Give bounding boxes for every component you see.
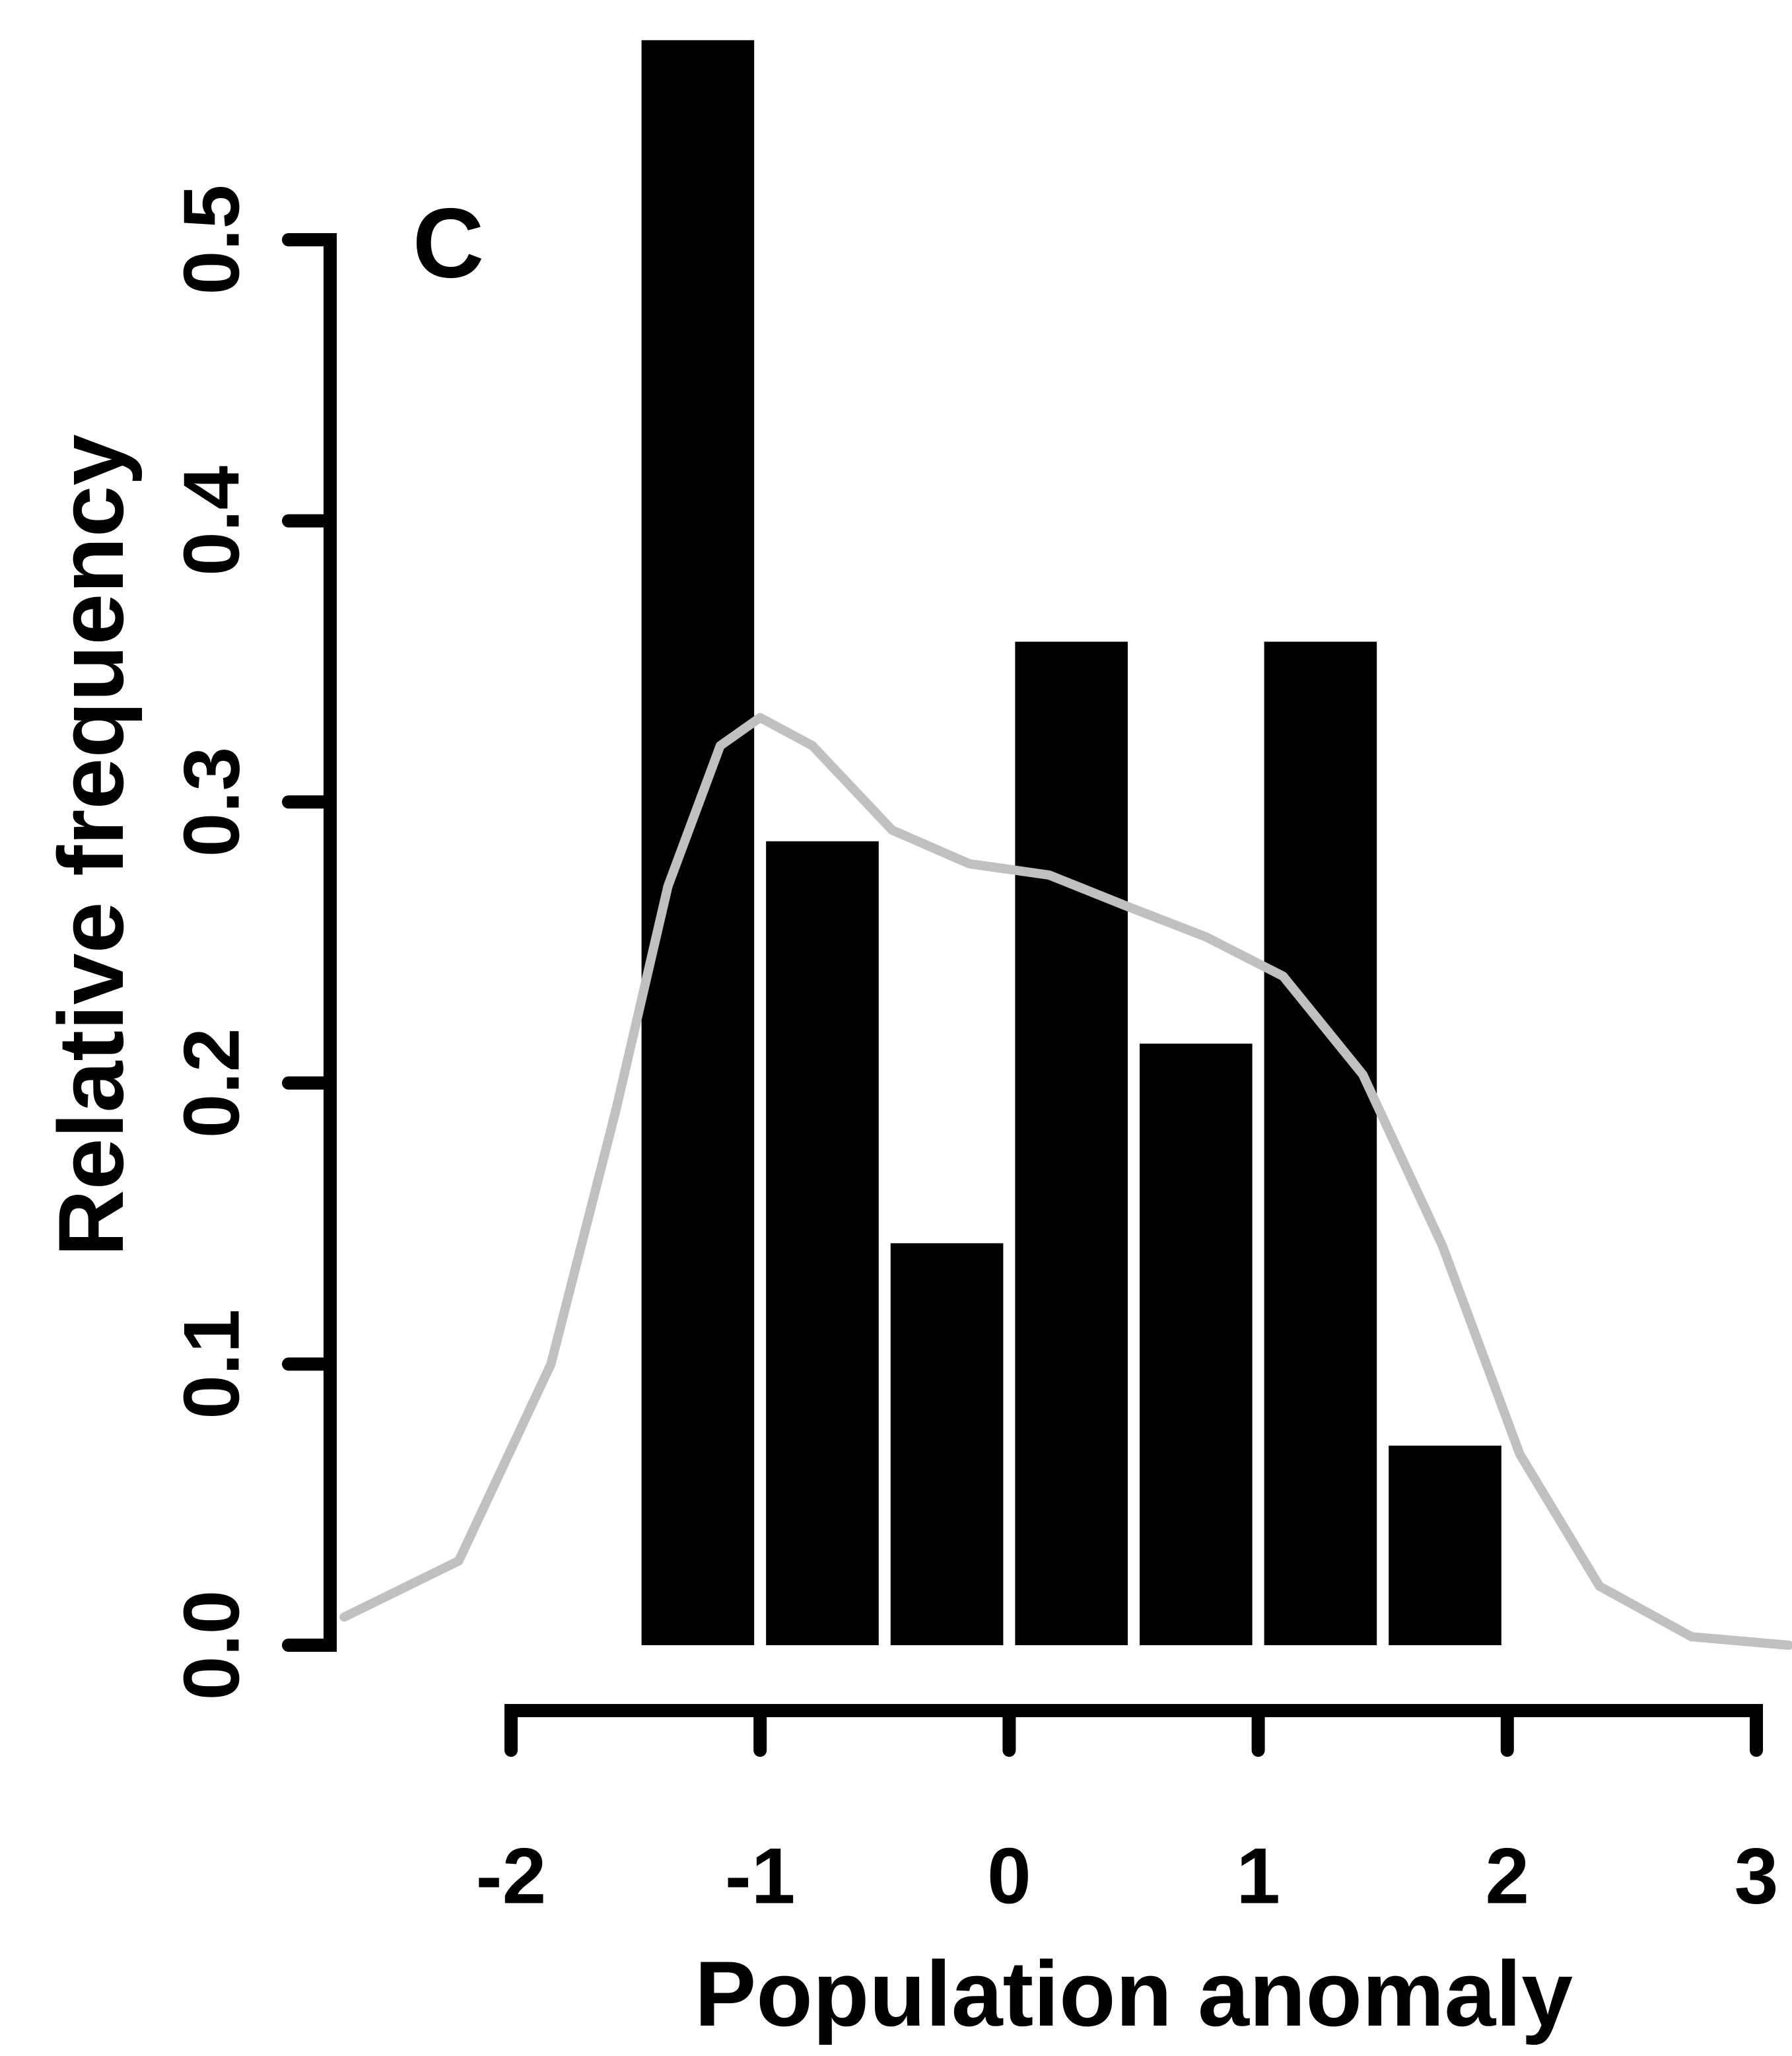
y-tick-label: 0.1: [168, 1309, 256, 1419]
y-tick-label: 0.3: [168, 747, 256, 857]
y-tick-label: 0.2: [168, 1028, 256, 1138]
x-tick-label: 3: [1735, 1832, 1779, 1921]
y-tick-label: 0.4: [168, 466, 256, 576]
bar: [1389, 1445, 1501, 1645]
bar: [766, 841, 879, 1645]
bar: [1140, 1044, 1253, 1645]
x-axis-label: Population anomaly: [695, 1942, 1573, 2045]
y-tick-label: 0.5: [168, 185, 256, 295]
density-curve: [339, 713, 1792, 1650]
x-tick-label: 1: [1236, 1832, 1280, 1921]
bar: [890, 1243, 1004, 1645]
x-tick-label: 0: [987, 1832, 1031, 1921]
bar: [1264, 641, 1377, 1646]
y-tick-label: 0.0: [168, 1590, 256, 1701]
y-axis-label: Relative frequency: [39, 434, 143, 1256]
bar: [641, 40, 755, 1646]
x-tick-label: -2: [476, 1832, 547, 1921]
bar: [1015, 641, 1128, 1646]
x-tick-label: -1: [725, 1832, 796, 1921]
panel-label: C: [413, 188, 484, 299]
x-tick-label: 2: [1485, 1832, 1529, 1921]
